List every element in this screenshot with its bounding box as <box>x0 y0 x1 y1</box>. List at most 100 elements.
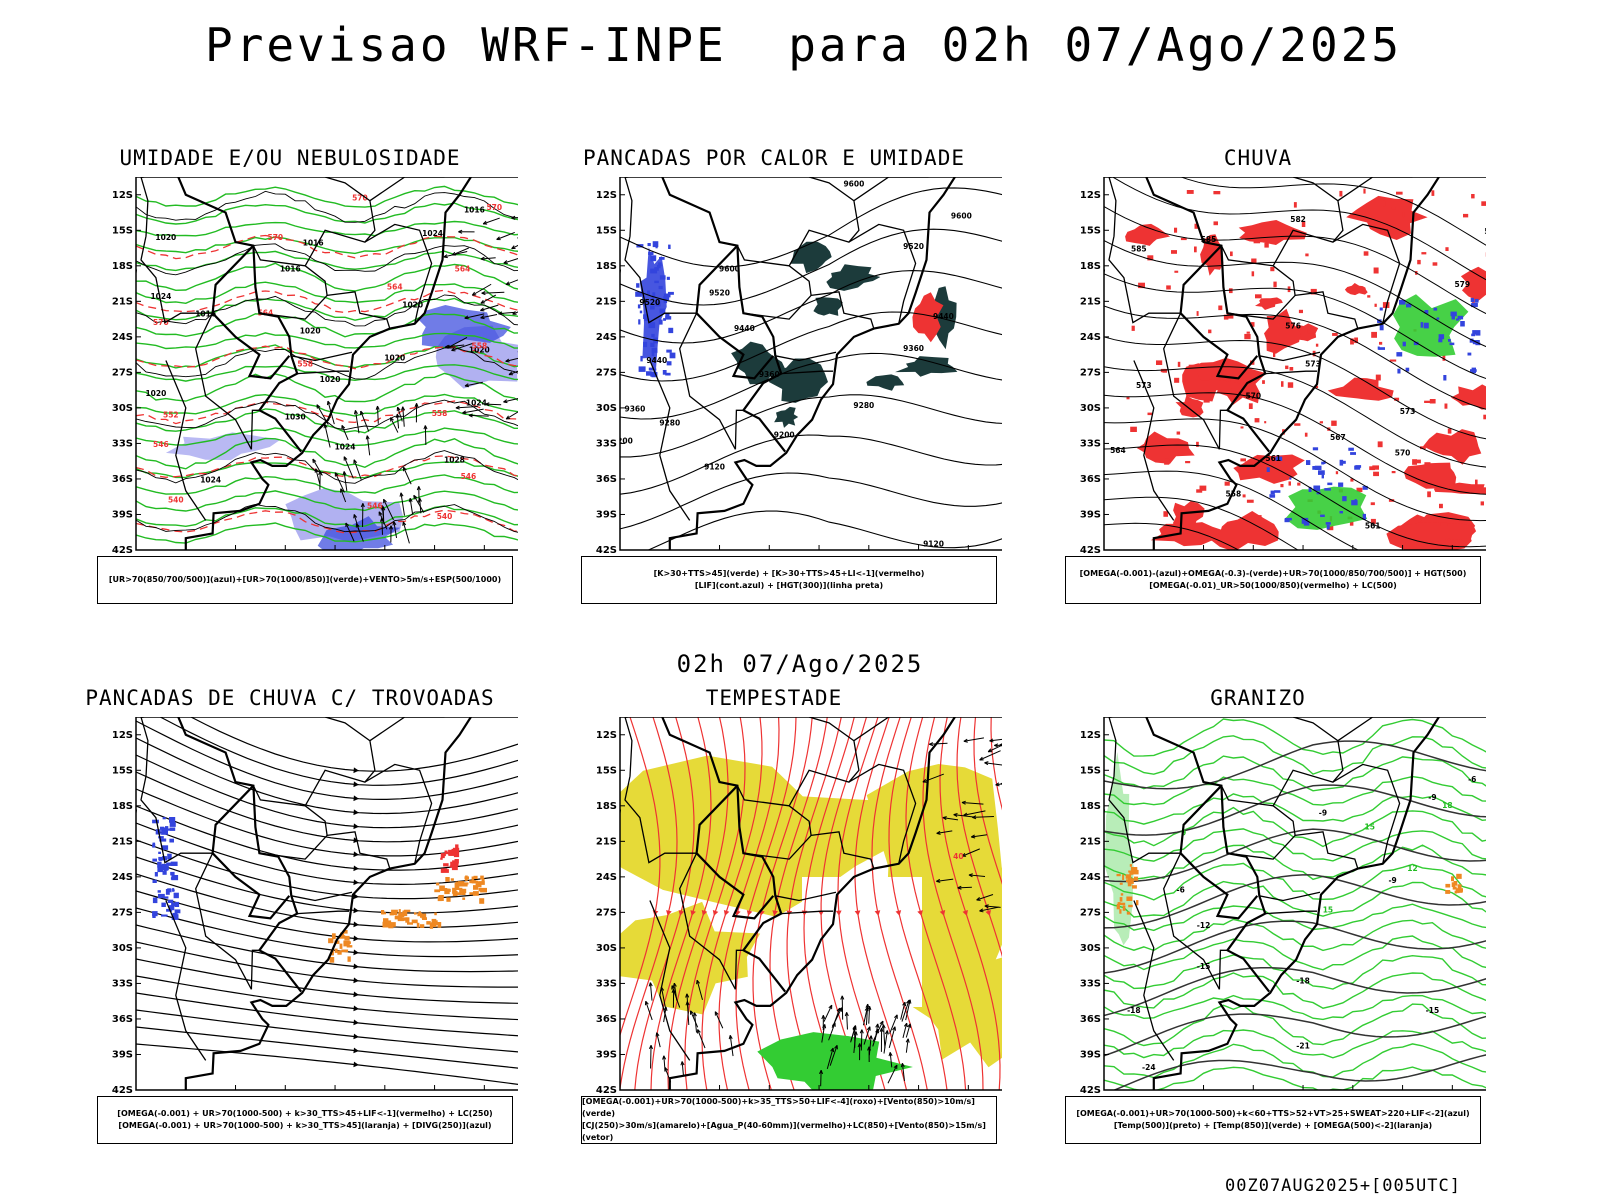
streamline <box>684 717 746 1090</box>
omega-ur-speckle <box>1396 191 1403 195</box>
wind-vector-head <box>692 1012 697 1017</box>
y-tick-label: 39S <box>596 509 617 520</box>
wind-vector <box>961 801 984 805</box>
wind-vector <box>409 498 414 515</box>
divg-blue <box>167 899 174 903</box>
lif-speckle <box>651 347 658 353</box>
lif-speckle <box>643 314 648 319</box>
y-tick-label: 33S <box>112 438 133 449</box>
wind-vector-head <box>680 1061 685 1066</box>
omega-ur-speckle <box>1224 481 1230 486</box>
wind-vector-head <box>505 415 511 420</box>
omega500-orange <box>1119 909 1122 914</box>
k-tts-lif-red <box>448 849 455 856</box>
wind-vector-head <box>961 853 967 857</box>
border-line <box>1259 351 1321 362</box>
divg-blue <box>170 871 175 876</box>
wind-vector <box>345 522 355 542</box>
omega-blue <box>1306 460 1311 465</box>
omega-ur-area <box>1150 522 1226 547</box>
contour-label: 576 <box>1285 322 1301 331</box>
omega-ur-speckle <box>1213 221 1218 226</box>
wind-vector <box>823 1004 833 1022</box>
wind-vector <box>979 750 1001 761</box>
omega-ur-speckle <box>1199 485 1207 491</box>
omega-blue <box>1471 367 1476 374</box>
k-tts-orange <box>422 917 427 920</box>
wind-vector <box>979 906 999 912</box>
wind-vector <box>649 982 653 1001</box>
omega500-orange <box>1445 883 1451 888</box>
omega500-orange <box>1119 902 1126 906</box>
omega-ur-speckle <box>1363 188 1366 194</box>
streamline <box>136 1043 518 1085</box>
map-layers: -9-6-9-6-9-12-15-18-18-15-21-24-21915121… <box>1104 718 1486 1090</box>
y-tick-label: 12S <box>596 730 617 741</box>
streamline <box>159 717 518 786</box>
lif-speckle <box>651 350 655 356</box>
omega-ur-speckle <box>1356 487 1363 493</box>
contour-label: 9520 <box>903 242 924 251</box>
streamline <box>650 717 712 1090</box>
wind-vector-head <box>662 1055 667 1060</box>
omega-blue <box>1289 477 1292 480</box>
border-line <box>291 891 353 902</box>
streamline-arrow <box>985 910 991 916</box>
border-line <box>1163 312 1220 450</box>
omega-ur-speckle <box>1251 271 1255 277</box>
omega-ur-speckle <box>1174 270 1179 273</box>
contour-label: 558 <box>297 359 313 368</box>
omega-blue <box>1448 339 1451 342</box>
contour-label: -6 <box>1176 885 1184 894</box>
border-line <box>1227 805 1296 860</box>
panel-title: GRANIZO <box>1210 686 1306 710</box>
y-tick-label: 15S <box>596 225 617 236</box>
lif-speckle <box>648 322 656 329</box>
omega-ur-speckle <box>1293 202 1297 208</box>
k-tts-orange <box>346 945 353 948</box>
streamline <box>973 717 1002 885</box>
omega500-orange <box>1132 869 1139 875</box>
k-tts-orange <box>381 910 385 915</box>
contour-label: 1016 <box>195 310 216 319</box>
map-layers: 9600 9600 9600 9520 9520 9520 9440 9440 9440 9360… <box>620 179 1002 550</box>
lif-speckle <box>663 293 671 298</box>
omega-ur-speckle <box>1427 491 1431 498</box>
omega-ur-speckle <box>1270 267 1275 272</box>
valid-time-label: 02h 07/Ago/2025 <box>676 650 924 678</box>
wind-vector <box>402 406 405 427</box>
border-line <box>624 177 697 324</box>
contour-label: 40 <box>953 852 963 861</box>
omega500-orange <box>1134 876 1139 881</box>
omega-ur-area <box>1255 297 1283 310</box>
y-tick-label: 27S <box>596 907 617 918</box>
wind-vector-head <box>334 472 339 477</box>
k-tts-lif-red <box>440 868 444 873</box>
map-umidade: 1016 1016 1016 1016 1020 1020 1020 1020 1020 1020… <box>112 177 518 553</box>
omega-blue <box>1451 314 1455 320</box>
wind-vector <box>957 886 972 889</box>
contour-label: 570 <box>268 233 284 242</box>
divg-blue <box>157 866 163 873</box>
omega-ur-speckle <box>1273 281 1277 288</box>
wind-vector-head <box>360 503 365 508</box>
contour-label: -6 <box>1468 775 1476 784</box>
wind-vector <box>455 405 478 409</box>
k-tts-lif-red <box>444 850 448 854</box>
y-tick-label: 27S <box>112 367 133 378</box>
streamline-arrow <box>874 910 881 916</box>
y-tick-label: 33S <box>596 438 617 449</box>
wind-vector <box>485 403 502 406</box>
ur-1000-850-contour <box>136 312 518 338</box>
k-tts-orange <box>343 940 350 947</box>
omega-ur-speckle <box>1139 226 1147 229</box>
wind-vector <box>480 314 498 319</box>
wind-vector <box>989 738 1002 742</box>
lif-speckle <box>655 301 661 307</box>
wind-850-green <box>757 1032 913 1090</box>
wind-vector-head <box>383 498 387 504</box>
hgt500-contour <box>1104 305 1486 410</box>
wind-vector-head <box>505 358 510 363</box>
divg-blue <box>162 870 167 875</box>
y-tick-label: 36S <box>112 1014 133 1025</box>
